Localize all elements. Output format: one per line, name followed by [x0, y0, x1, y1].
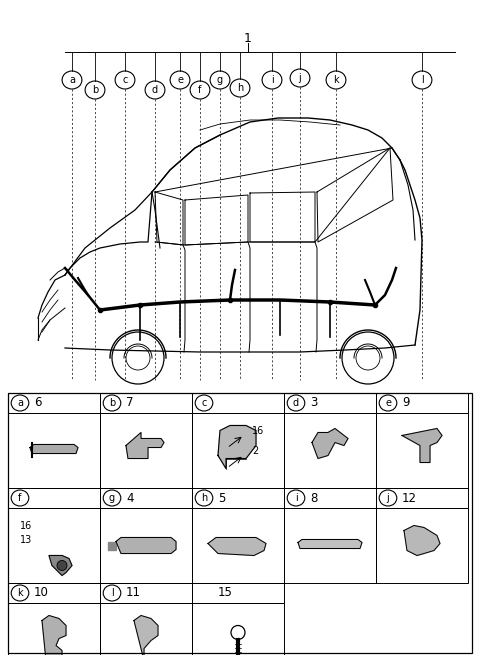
- Text: 1: 1: [244, 31, 252, 45]
- Text: a: a: [69, 75, 75, 85]
- Text: l: l: [420, 75, 423, 85]
- Text: 9: 9: [402, 396, 409, 409]
- Text: 6: 6: [34, 396, 41, 409]
- Bar: [284, 393, 376, 413]
- Text: h: h: [201, 493, 207, 503]
- Text: 10: 10: [34, 586, 49, 599]
- Bar: [284, 508, 376, 583]
- Bar: [100, 603, 192, 655]
- Bar: [376, 393, 468, 413]
- Polygon shape: [30, 445, 78, 453]
- Polygon shape: [126, 432, 164, 458]
- Bar: [284, 488, 376, 508]
- Text: 8: 8: [310, 491, 317, 504]
- Bar: [192, 583, 284, 603]
- Bar: [8, 413, 100, 488]
- Text: b: b: [109, 398, 115, 408]
- Text: g: g: [217, 75, 223, 85]
- Text: 16: 16: [20, 521, 32, 531]
- Text: b: b: [92, 85, 98, 95]
- Bar: [192, 488, 284, 508]
- Polygon shape: [402, 428, 442, 462]
- Polygon shape: [208, 538, 266, 555]
- Bar: [376, 508, 468, 583]
- Text: d: d: [293, 398, 299, 408]
- Polygon shape: [404, 525, 440, 555]
- Text: e: e: [177, 75, 183, 85]
- Text: 3: 3: [310, 396, 317, 409]
- Text: 7: 7: [126, 396, 133, 409]
- Bar: [100, 488, 192, 508]
- Text: 15: 15: [218, 586, 233, 599]
- Text: h: h: [237, 83, 243, 93]
- Text: a: a: [17, 398, 23, 408]
- Polygon shape: [116, 538, 176, 553]
- Bar: [8, 583, 100, 603]
- Bar: [100, 413, 192, 488]
- Text: i: i: [271, 75, 274, 85]
- Bar: [8, 508, 100, 583]
- Text: j: j: [299, 73, 301, 83]
- Text: i: i: [295, 493, 298, 503]
- Polygon shape: [312, 428, 348, 458]
- Bar: [192, 413, 284, 488]
- Text: c: c: [122, 75, 128, 85]
- Text: 13: 13: [20, 535, 32, 545]
- Bar: [192, 603, 284, 655]
- Bar: [8, 603, 100, 655]
- Bar: [376, 413, 468, 488]
- Text: 12: 12: [402, 491, 417, 504]
- Bar: [100, 393, 192, 413]
- Bar: [100, 583, 192, 603]
- Text: c: c: [201, 398, 207, 408]
- Bar: [8, 488, 100, 508]
- Bar: [8, 393, 100, 413]
- Text: f: f: [198, 85, 202, 95]
- Polygon shape: [218, 426, 256, 468]
- Text: k: k: [333, 75, 339, 85]
- Bar: [376, 488, 468, 508]
- Bar: [100, 508, 192, 583]
- Text: e: e: [385, 398, 391, 408]
- Polygon shape: [298, 540, 362, 548]
- Bar: [8, 393, 472, 653]
- Bar: [192, 393, 284, 413]
- Text: 11: 11: [126, 586, 141, 599]
- Bar: [192, 508, 284, 583]
- Text: 4: 4: [126, 491, 133, 504]
- Polygon shape: [134, 616, 158, 655]
- Text: l: l: [110, 588, 113, 598]
- Text: 2: 2: [252, 446, 258, 456]
- Text: k: k: [17, 588, 23, 598]
- Bar: [284, 413, 376, 488]
- Text: j: j: [386, 493, 389, 503]
- Text: f: f: [18, 493, 22, 503]
- Polygon shape: [108, 542, 116, 550]
- Polygon shape: [49, 555, 72, 576]
- Circle shape: [57, 561, 67, 571]
- Text: 16: 16: [252, 426, 264, 436]
- Text: d: d: [152, 85, 158, 95]
- Text: 5: 5: [218, 491, 226, 504]
- Polygon shape: [42, 616, 66, 655]
- Text: g: g: [109, 493, 115, 503]
